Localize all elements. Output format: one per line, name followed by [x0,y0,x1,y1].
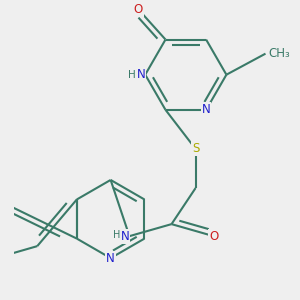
Text: S: S [192,142,199,155]
Text: CH₃: CH₃ [268,47,290,60]
Text: O: O [134,3,143,16]
Text: N: N [106,252,115,265]
Text: N: N [202,103,211,116]
Text: H: H [113,230,121,240]
Text: N: N [121,230,129,243]
Text: H: H [128,70,136,80]
Text: O: O [209,230,218,243]
Text: N: N [136,68,145,81]
